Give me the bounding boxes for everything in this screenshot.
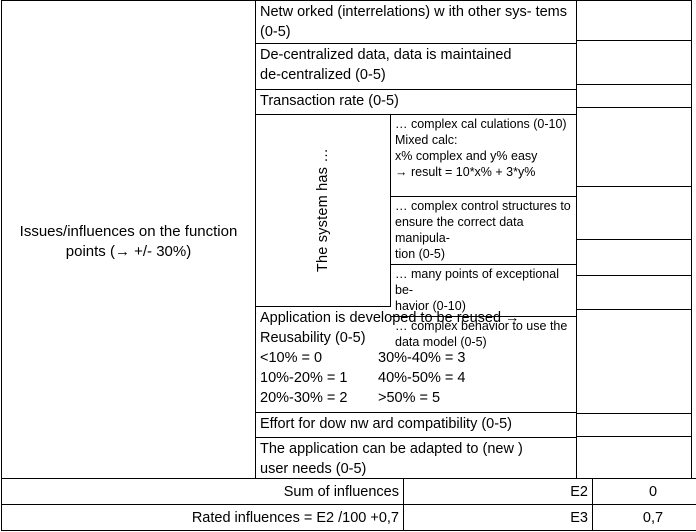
list-item[interactable]: … many points of exceptional be- havior … bbox=[391, 264, 576, 317]
list-item[interactable]: The application can be adapted to (new )… bbox=[256, 437, 576, 483]
summary-label-sum-of-influences: Sum of influences bbox=[1, 478, 404, 505]
subitem-line: tion (0-5) bbox=[395, 247, 446, 261]
subitem-line: havior (0-10) bbox=[395, 299, 466, 313]
table-row-rated-influences: Rated influences = E2 /100 +0,7 E3 0,7 bbox=[1, 504, 696, 531]
item-transaction-rate: Transaction rate (0-5) bbox=[256, 89, 576, 115]
value-networked-systems[interactable] bbox=[577, 1, 691, 41]
summary-code-e3: E3 bbox=[403, 504, 593, 531]
value-exceptional-behavior[interactable] bbox=[577, 239, 691, 276]
reusability-heading-line-2: Reusability (0-5) bbox=[260, 330, 366, 346]
list-item[interactable]: Effort for dow nw ard compatibility (0-5… bbox=[256, 412, 576, 438]
influences-table: Issues/influences on the function points… bbox=[1, 0, 692, 484]
system-has-cell: The system has … bbox=[256, 114, 576, 353]
list-item[interactable]: … complex control structures to ensure t… bbox=[391, 196, 576, 265]
item-networked-systems: Netw orked (interrelations) w ith other … bbox=[256, 1, 576, 44]
list-item[interactable]: … complex cal culations (0-10) Mixed cal… bbox=[391, 115, 576, 197]
value-complex-control-structures[interactable] bbox=[577, 186, 691, 240]
summary-label-rated-influences: Rated influences = E2 /100 +0,7 bbox=[1, 504, 404, 531]
scale-left-0: <10% = 0 bbox=[260, 350, 323, 366]
table-row: Issues/influences on the function points… bbox=[1, 0, 692, 484]
scale-left-1: 10%-20% = 1 bbox=[260, 370, 348, 386]
list-item-group-system-has: The system has … bbox=[256, 114, 576, 353]
reusability-scale: <10% = 0 30%-40% = 3 10%-20% = 1 40%-50%… bbox=[260, 348, 576, 408]
subitem-line: → result = 10*x% + 3*y% bbox=[395, 165, 536, 179]
scale-right-0: 30%-40% = 3 bbox=[378, 350, 466, 366]
system-has-subitems-column: … complex cal culations (0-10) Mixed cal… bbox=[391, 115, 576, 353]
item-downward-compatibility: Effort for dow nw ard compatibility (0-5… bbox=[256, 412, 576, 438]
subitem-line: … complex behavior to use the bbox=[395, 319, 568, 333]
scale-left-2: 20%-30% = 2 bbox=[260, 390, 348, 406]
value-downward-compatibility[interactable] bbox=[577, 413, 691, 437]
value-complex-calculations[interactable] bbox=[577, 107, 691, 187]
subitem-complex-behavior-data-model: … complex behavior to use the data model… bbox=[391, 316, 576, 353]
subitem-line: … complex cal culations (0-10) bbox=[395, 117, 567, 131]
list-item[interactable]: Netw orked (interrelations) w ith other … bbox=[256, 1, 576, 44]
reusability-heading-line-1: Application is developed to be reused → bbox=[260, 310, 520, 326]
system-has-subitems-list: … complex cal culations (0-10) Mixed cal… bbox=[391, 115, 576, 353]
row-header-issues-influences: Issues/influences on the function points… bbox=[1, 0, 256, 484]
subitem-line: … many points of exceptional be- bbox=[395, 267, 559, 297]
subitem-complex-calculations: … complex cal culations (0-10) Mixed cal… bbox=[391, 115, 576, 197]
item-adaptable-to-user-needs: The application can be adapted to (new )… bbox=[256, 437, 576, 483]
value-adaptable-to-user-needs[interactable] bbox=[577, 436, 691, 480]
summary-value-e3[interactable]: 0,7 bbox=[592, 504, 696, 531]
item-decentralized-data: De-centralized data, data is maintained … bbox=[256, 43, 576, 90]
subitem-complex-control-structures: … complex control structures to ensure t… bbox=[391, 196, 576, 265]
list-item[interactable]: De-centralized data, data is maintained … bbox=[256, 43, 576, 90]
system-has-label-column: The system has … bbox=[256, 115, 391, 306]
subitem-exceptional-behavior: … many points of exceptional be- havior … bbox=[391, 264, 576, 317]
scale-right-2: >50% = 5 bbox=[378, 390, 441, 406]
system-has-wrapper: The system has … bbox=[256, 115, 576, 353]
value-reusability[interactable] bbox=[577, 309, 691, 414]
summary-table: Sum of influences E2 0 Rated influences … bbox=[1, 478, 696, 531]
summary-value-e2[interactable]: 0 bbox=[592, 478, 696, 505]
subitem-line: Mixed calc: bbox=[395, 133, 458, 147]
table-row-sum-of-influences: Sum of influences E2 0 bbox=[1, 478, 696, 505]
system-has-vertical-label: The system has … bbox=[315, 148, 331, 273]
list-item[interactable]: … complex behavior to use the data model… bbox=[391, 316, 576, 353]
subitem-line: ensure the correct data manipula- bbox=[395, 215, 524, 245]
subitem-line: … complex control structures to bbox=[395, 199, 571, 213]
influence-items-list: Netw orked (interrelations) w ith other … bbox=[256, 1, 576, 483]
influence-values-column bbox=[576, 0, 692, 484]
value-complex-behavior-data-model[interactable] bbox=[577, 275, 691, 310]
subitem-line: x% complex and y% easy bbox=[395, 149, 538, 163]
subitem-line: data model (0-5) bbox=[395, 335, 487, 349]
value-transaction-rate[interactable] bbox=[577, 84, 691, 108]
list-item[interactable]: Transaction rate (0-5) bbox=[256, 89, 576, 115]
influence-items-column: Netw orked (interrelations) w ith other … bbox=[255, 0, 577, 484]
summary-code-e2: E2 bbox=[403, 478, 593, 505]
influence-values-list bbox=[577, 1, 691, 480]
scale-right-1: 40%-50% = 4 bbox=[378, 370, 466, 386]
value-decentralized-data[interactable] bbox=[577, 40, 691, 85]
